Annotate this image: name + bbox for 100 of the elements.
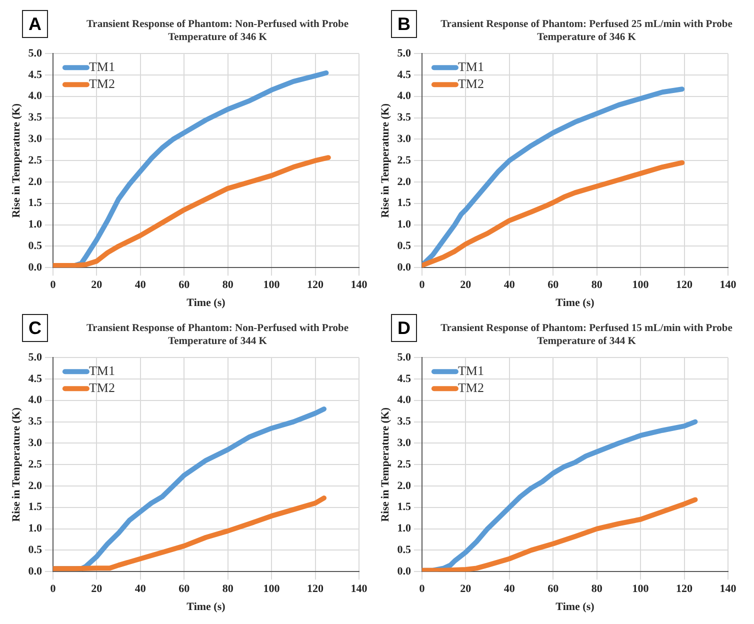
x-tick-label: 0 bbox=[419, 279, 426, 292]
y-tick-label: 2.0 bbox=[397, 480, 412, 492]
y-tick-label: 3.0 bbox=[397, 437, 412, 450]
y-tick-label: 0.0 bbox=[28, 261, 42, 274]
y-tick-label: 0.0 bbox=[397, 565, 412, 578]
y-tick-label: 3.5 bbox=[397, 416, 412, 428]
y-tick-label: 1.0 bbox=[28, 522, 42, 535]
x-tick-label: 40 bbox=[134, 279, 146, 292]
y-tick-label: 4.0 bbox=[397, 394, 412, 406]
y-tick-label: 4.5 bbox=[28, 372, 42, 385]
y-tick-label: 0.5 bbox=[28, 240, 42, 252]
text: C bbox=[22, 314, 48, 342]
x-tick-label: 120 bbox=[307, 279, 324, 292]
y-tick-label: 2.5 bbox=[397, 458, 412, 470]
y-tick-label: 3.5 bbox=[28, 416, 42, 428]
legend-label: TM1 bbox=[458, 59, 484, 74]
y-tick-label: 2.0 bbox=[28, 176, 42, 188]
x-tick-label: 120 bbox=[676, 279, 694, 292]
y-tick-label: 1.5 bbox=[28, 501, 42, 514]
y-tick-label: 3.0 bbox=[28, 133, 42, 146]
legend-label: TM1 bbox=[88, 363, 115, 378]
y-tick-label: 0.0 bbox=[397, 261, 412, 274]
y-tick-label: 2.5 bbox=[28, 154, 42, 166]
y-axis-title: Rise in Temperature (K) bbox=[379, 407, 392, 522]
chart-title: Transient Response of Phantom: Perfused 25 mL/min with Probe Temperature of 346 K bbox=[440, 18, 734, 44]
x-axis-title: Time (s) bbox=[186, 601, 226, 614]
y-tick-label: 5.0 bbox=[28, 351, 42, 364]
x-tick-label: 40 bbox=[134, 583, 146, 596]
y-tick-label: 3.5 bbox=[397, 112, 412, 124]
y-tick-label: 1.0 bbox=[397, 522, 412, 535]
y-tick-label: 1.0 bbox=[28, 218, 42, 231]
x-tick-label: 100 bbox=[263, 583, 280, 596]
x-tick-label: 60 bbox=[178, 279, 190, 292]
x-tick-label: 100 bbox=[632, 279, 650, 292]
y-tick-label: 3.0 bbox=[397, 133, 412, 146]
y-tick-label: 0.0 bbox=[28, 565, 42, 578]
text: A bbox=[22, 10, 48, 38]
y-tick-label: 2.5 bbox=[397, 154, 412, 166]
x-tick-label: 80 bbox=[591, 583, 603, 596]
chart-title: Transient Response of Phantom: Perfused 15 mL/min with Probe Temperature of 344 K bbox=[440, 322, 734, 348]
x-tick-label: 140 bbox=[350, 279, 368, 292]
y-tick-label: 5.0 bbox=[28, 47, 42, 60]
x-tick-label: 20 bbox=[460, 583, 472, 596]
x-tick-label: 140 bbox=[720, 279, 737, 292]
y-tick-label: 3.0 bbox=[28, 437, 42, 450]
x-tick-label: 100 bbox=[632, 583, 650, 596]
x-tick-label: 140 bbox=[720, 583, 737, 596]
y-tick-label: 1.0 bbox=[397, 218, 412, 231]
y-tick-label: 4.5 bbox=[397, 68, 412, 81]
y-tick-label: 5.0 bbox=[397, 47, 412, 60]
y-tick-label: 0.5 bbox=[28, 544, 42, 556]
x-tick-label: 0 bbox=[419, 583, 426, 596]
legend-label: TM2 bbox=[458, 380, 484, 396]
x-axis-title: Time (s) bbox=[186, 297, 226, 310]
y-tick-label: 0.5 bbox=[397, 544, 412, 556]
x-tick-label: 60 bbox=[548, 279, 560, 292]
legend-label: TM2 bbox=[88, 380, 115, 396]
y-tick-label: 3.5 bbox=[28, 112, 42, 124]
y-tick-label: 1.5 bbox=[397, 501, 412, 514]
x-tick-label: 20 bbox=[460, 279, 472, 292]
x-tick-label: 120 bbox=[676, 583, 694, 596]
x-tick-label: 140 bbox=[350, 583, 368, 596]
y-tick-label: 1.5 bbox=[397, 197, 412, 210]
text: D bbox=[391, 314, 417, 342]
x-tick-label: 0 bbox=[50, 583, 56, 596]
x-tick-label: 60 bbox=[178, 583, 190, 596]
chart-title: Transient Response of Phantom: Non-Perfused with Probe Temperature of 344 K bbox=[85, 322, 350, 348]
y-tick-label: 1.5 bbox=[28, 197, 42, 210]
y-axis-title: Rise in Temperature (K) bbox=[10, 103, 22, 218]
x-tick-label: 40 bbox=[504, 279, 516, 292]
text: B bbox=[391, 10, 417, 38]
x-tick-label: 120 bbox=[307, 583, 324, 596]
x-tick-label: 0 bbox=[50, 279, 56, 292]
legend-label: TM1 bbox=[458, 363, 484, 378]
y-tick-label: 4.5 bbox=[28, 68, 42, 81]
x-tick-label: 60 bbox=[548, 583, 560, 596]
y-tick-label: 2.0 bbox=[397, 176, 412, 188]
y-axis-title: Rise in Temperature (K) bbox=[379, 103, 392, 218]
x-tick-label: 80 bbox=[222, 583, 234, 596]
y-tick-label: 0.5 bbox=[397, 240, 412, 252]
legend-label: TM2 bbox=[88, 76, 115, 92]
x-tick-label: 80 bbox=[222, 279, 234, 292]
x-axis-title: Time (s) bbox=[556, 601, 595, 614]
x-tick-label: 20 bbox=[91, 583, 103, 596]
y-tick-label: 4.0 bbox=[28, 90, 42, 102]
x-tick-label: 100 bbox=[263, 279, 280, 292]
chart-title: Transient Response of Phantom: Non-Perfused with Probe Temperature of 346 K bbox=[85, 18, 350, 44]
y-tick-label: 4.5 bbox=[397, 372, 412, 385]
y-tick-label: 4.0 bbox=[397, 90, 412, 102]
x-tick-label: 40 bbox=[504, 583, 516, 596]
y-tick-label: 4.0 bbox=[28, 394, 42, 406]
x-axis-title: Time (s) bbox=[556, 297, 595, 310]
x-tick-label: 80 bbox=[591, 279, 603, 292]
legend-label: TM2 bbox=[458, 76, 484, 92]
legend-label: TM1 bbox=[88, 59, 115, 74]
y-axis-title: Rise in Temperature (K) bbox=[10, 407, 22, 522]
x-tick-label: 20 bbox=[91, 279, 103, 292]
y-tick-label: 2.0 bbox=[28, 480, 42, 492]
y-tick-label: 2.5 bbox=[28, 458, 42, 470]
y-tick-label: 5.0 bbox=[397, 351, 412, 364]
